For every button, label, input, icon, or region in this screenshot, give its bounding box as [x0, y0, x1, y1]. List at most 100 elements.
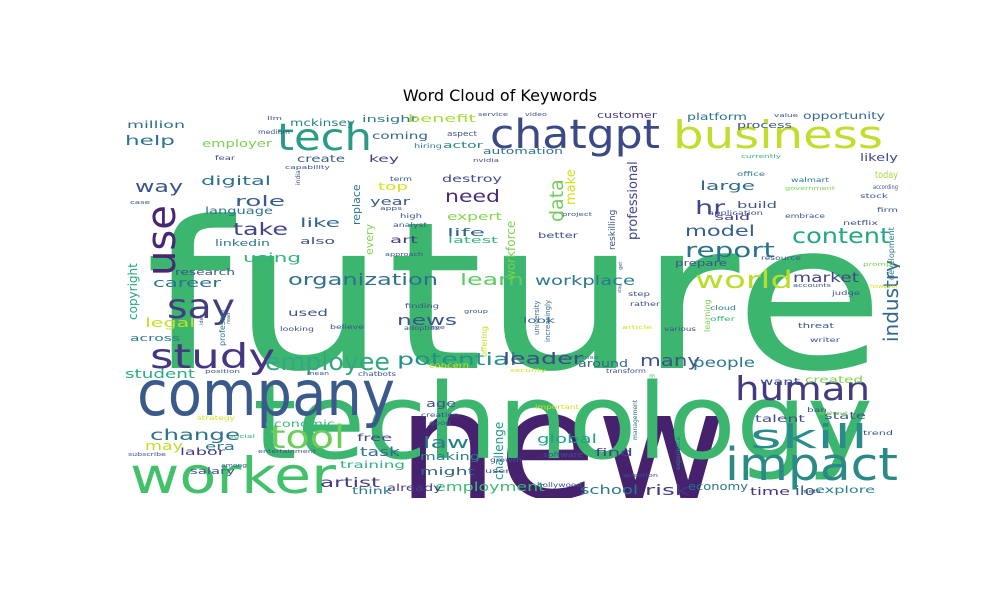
- word-rather: rather: [630, 301, 661, 308]
- word-medium: medium: [258, 129, 290, 136]
- word-professional: professional: [626, 161, 641, 240]
- word-read: read: [226, 313, 232, 324]
- chart-title: Word Cloud of Keywords: [402, 86, 598, 105]
- word-latest: latest: [448, 236, 499, 246]
- word-make: make: [564, 169, 579, 205]
- word-aspect: aspect: [447, 130, 477, 138]
- word-find: find: [595, 446, 633, 459]
- word-opportunity: opportunity: [803, 111, 885, 122]
- word-impact: impact: [725, 438, 898, 491]
- word-engineering: engineering: [648, 374, 655, 410]
- word-ilo: ilo: [795, 484, 815, 498]
- word-office: office: [737, 171, 766, 178]
- word-data: data: [546, 179, 568, 222]
- word-approach: approach: [385, 252, 423, 258]
- word-position: position: [205, 369, 240, 375]
- word-tech: tech: [277, 116, 372, 159]
- word-top: top: [378, 180, 408, 193]
- word-fear: fear: [215, 155, 236, 162]
- word-accounts: accounts: [793, 283, 832, 289]
- word-walmart: walmart: [791, 177, 830, 184]
- word-user: user: [485, 468, 511, 475]
- word-build: build: [737, 201, 777, 211]
- word-government: government: [785, 186, 835, 192]
- word-value: value: [774, 113, 798, 119]
- word-management: management: [632, 399, 639, 440]
- word-hiring: hiring: [414, 143, 442, 150]
- word-capability: capability: [285, 165, 330, 171]
- word-digital: digital: [201, 174, 271, 188]
- word-strategy: strategy: [197, 415, 236, 422]
- word-promise: promise: [565, 355, 599, 361]
- word-key: key: [369, 154, 399, 165]
- word-professor: professor: [218, 308, 227, 346]
- word-offering: offering: [480, 326, 489, 357]
- word-ban: ban: [807, 407, 827, 414]
- word-artist: artist: [320, 476, 380, 491]
- word-workplace: workplace: [535, 274, 635, 289]
- word-process: process: [737, 121, 792, 131]
- word-india: india: [295, 170, 302, 185]
- word-like: like: [300, 216, 340, 230]
- word-change: change: [150, 426, 240, 444]
- word-school: school: [580, 483, 638, 497]
- word-workforce: workforce: [504, 221, 518, 280]
- word-stay: stay: [617, 284, 622, 293]
- word-economic: economic: [265, 419, 335, 430]
- word-time: time: [750, 485, 790, 498]
- word-life: life: [447, 226, 485, 239]
- word-service: service: [478, 112, 508, 118]
- word-platform: platform: [687, 112, 747, 123]
- word-market: market: [793, 271, 859, 286]
- word-challenge: challenge: [492, 422, 506, 480]
- word-career: career: [153, 276, 221, 290]
- word-video: video: [525, 112, 547, 118]
- word-labor: labor: [180, 447, 227, 458]
- word-without: without: [818, 411, 848, 417]
- word-making: making: [420, 450, 480, 463]
- word-hollywood: hollywood: [537, 482, 582, 489]
- word-threat: threat: [798, 322, 834, 330]
- word-currently: currently: [741, 154, 781, 160]
- word-believe: believe: [330, 324, 364, 331]
- word-apps: apps: [380, 206, 403, 212]
- word-increasingly: increasingly: [544, 300, 552, 342]
- word-report: report: [685, 238, 775, 262]
- word-reskilling: reskilling: [608, 210, 618, 250]
- word-finding: finding: [405, 303, 439, 310]
- word-resource: resource: [761, 255, 801, 262]
- word-chatbots: chatbots: [358, 371, 396, 378]
- word-hr: hr: [695, 197, 725, 219]
- word-language: language: [205, 206, 273, 217]
- word-group: group: [464, 309, 488, 315]
- word-netflix: netflix: [843, 220, 879, 227]
- word-mean: mean: [307, 371, 329, 377]
- word-meta: meta: [801, 489, 821, 495]
- word-using: using: [243, 251, 301, 265]
- word-human: human: [735, 369, 870, 408]
- word-actor: actor: [443, 141, 484, 151]
- word-economy: economy: [688, 480, 749, 493]
- word-university: university: [533, 300, 541, 335]
- word-however: however: [870, 284, 899, 290]
- word-analyst: analyst: [393, 222, 428, 229]
- word-experience: experience: [675, 436, 682, 470]
- word-need: need: [445, 187, 500, 207]
- word-look: look: [523, 316, 556, 325]
- word-security: security: [510, 368, 546, 374]
- word-every: every: [363, 223, 376, 255]
- word-project: project: [562, 212, 592, 218]
- word-likely: likely: [860, 151, 899, 164]
- word-way: way: [135, 177, 183, 196]
- word-employment: employment: [435, 480, 545, 494]
- word-step: step: [628, 291, 650, 298]
- word-benefit: benefit: [408, 112, 477, 125]
- word-many: many: [640, 351, 700, 370]
- word-create: create: [297, 154, 345, 165]
- word-coming: coming: [372, 131, 428, 142]
- word-new: new: [397, 360, 727, 498]
- word-employer: employer: [202, 137, 273, 150]
- word-state: state: [824, 411, 866, 422]
- word-people: people: [693, 356, 755, 371]
- word-large: large: [700, 179, 755, 193]
